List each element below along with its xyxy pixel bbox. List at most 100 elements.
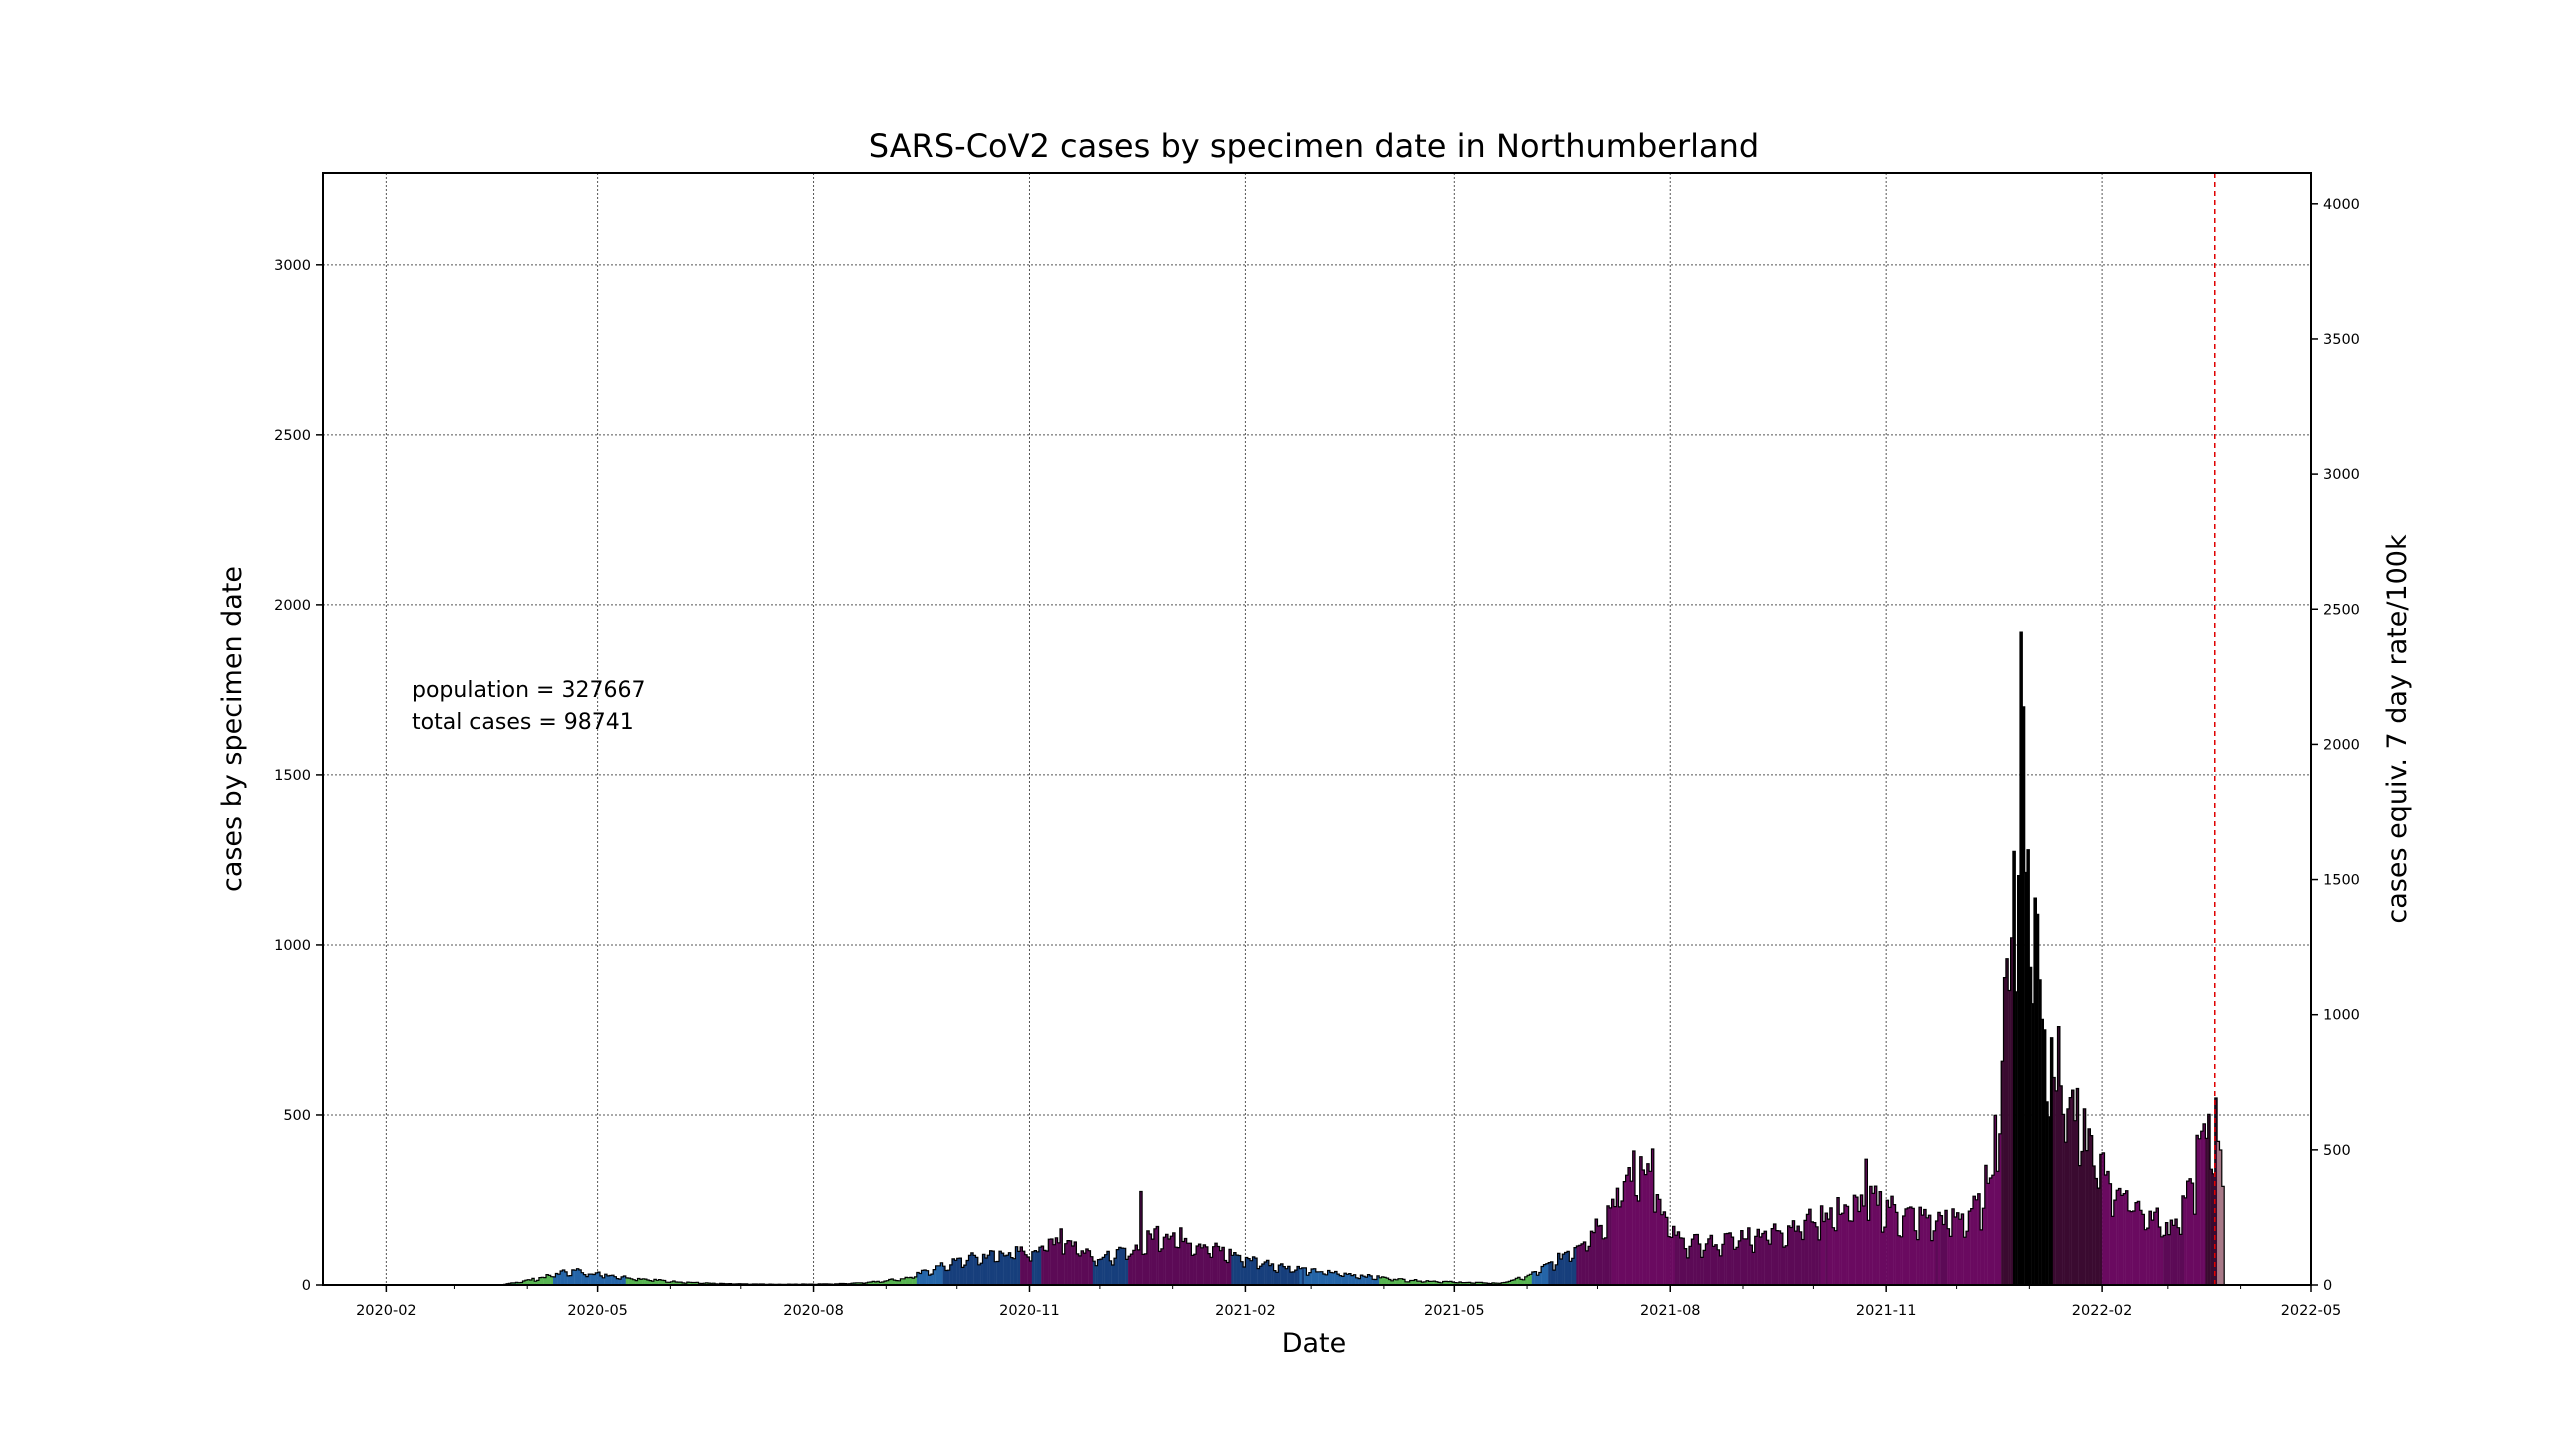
- bar: [1548, 1262, 1551, 1285]
- bar: [543, 1277, 547, 1285]
- bar: [1618, 1206, 1622, 1285]
- bar: [1820, 1205, 1824, 1285]
- bar: [2045, 1101, 2049, 1285]
- bar: [1177, 1247, 1180, 1285]
- bar: [1689, 1246, 1692, 1285]
- bar: [1383, 1277, 1387, 1285]
- bar: [520, 1282, 523, 1285]
- bar: [651, 1281, 655, 1285]
- bar: [2029, 967, 2032, 1285]
- bar: [1372, 1279, 1375, 1285]
- bar: [1954, 1217, 1957, 1285]
- bar: [1592, 1232, 1596, 1285]
- bar: [867, 1282, 871, 1285]
- bar: [1299, 1268, 1302, 1285]
- bar: [1205, 1246, 1209, 1285]
- bar: [2188, 1178, 2192, 1285]
- bar: [1015, 1246, 1018, 1285]
- bar: [644, 1279, 648, 1285]
- bars: [323, 631, 2227, 1286]
- bar: [2191, 1183, 2194, 1285]
- bar: [2012, 851, 2016, 1285]
- bar: [923, 1269, 927, 1285]
- bar: [1590, 1231, 1593, 1285]
- bar: [637, 1278, 641, 1285]
- bar: [2151, 1220, 2154, 1285]
- bar: [1942, 1224, 1946, 1285]
- bar: [1625, 1175, 1629, 1285]
- bar: [1696, 1234, 1699, 1285]
- bar: [1069, 1240, 1072, 1285]
- bar: [1904, 1208, 1908, 1285]
- bar: [1630, 1181, 1633, 1285]
- bar: [1698, 1244, 1701, 1285]
- y-axis-left: 0 500 1000 1500 2000 2500 3000: [274, 258, 323, 1294]
- bar: [693, 1282, 697, 1285]
- bar: [1381, 1276, 1385, 1285]
- y2-tick-label: 4000: [2323, 197, 2360, 213]
- bar: [2160, 1236, 2164, 1285]
- bar: [1775, 1230, 1779, 1285]
- bar: [1353, 1274, 1356, 1285]
- bar: [1132, 1250, 1136, 1285]
- bar: [1907, 1207, 1910, 1285]
- bar: [1552, 1270, 1556, 1285]
- bar: [1078, 1255, 1082, 1285]
- bar: [956, 1258, 960, 1285]
- bar: [1111, 1264, 1115, 1285]
- bar: [1325, 1274, 1328, 1285]
- bar: [1728, 1232, 1732, 1285]
- bar: [2139, 1210, 2143, 1285]
- bar: [2008, 990, 2011, 1285]
- bar: [1768, 1244, 1772, 1285]
- bar: [1766, 1240, 1770, 1285]
- bar: [1994, 1115, 1997, 1285]
- bar: [2132, 1210, 2136, 1285]
- bar: [1308, 1272, 1312, 1285]
- bar: [1879, 1191, 1882, 1285]
- bar: [994, 1261, 997, 1285]
- bar: [1667, 1236, 1671, 1285]
- bar: [1921, 1215, 1924, 1285]
- bar: [2214, 1097, 2218, 1285]
- bar: [1503, 1282, 1507, 1285]
- bar: [1635, 1195, 1638, 1285]
- bar: [1257, 1268, 1260, 1285]
- x-axis-title: Date: [1282, 1328, 1347, 1359]
- bar: [1435, 1281, 1439, 1285]
- bar: [1052, 1244, 1056, 1285]
- bar: [1142, 1254, 1145, 1285]
- bar: [1707, 1238, 1711, 1285]
- bar: [1290, 1272, 1293, 1285]
- bar: [1944, 1210, 1948, 1285]
- bar: [1534, 1271, 1537, 1285]
- y2-tick-label: 3500: [2323, 332, 2360, 348]
- bar: [1151, 1239, 1155, 1285]
- bar: [1318, 1271, 1321, 1285]
- bar: [1388, 1279, 1392, 1285]
- bar: [1463, 1282, 1467, 1285]
- bar: [1811, 1221, 1814, 1285]
- bar: [1681, 1238, 1685, 1285]
- x-tick-label: 2020-05: [567, 1303, 628, 1319]
- bar: [1064, 1243, 1068, 1285]
- bar: [1264, 1261, 1267, 1285]
- bar: [1588, 1246, 1591, 1285]
- bar: [1254, 1258, 1258, 1285]
- bar: [1393, 1279, 1396, 1285]
- bar: [1923, 1209, 1927, 1285]
- bar: [567, 1275, 570, 1285]
- bar: [1405, 1281, 1408, 1285]
- bar: [686, 1282, 690, 1285]
- series-outline: [323, 631, 2227, 1286]
- bar: [1529, 1274, 1532, 1285]
- bar: [1550, 1261, 1554, 1285]
- bar: [1609, 1207, 1612, 1285]
- bar: [1092, 1261, 1096, 1285]
- y-tick-label: 1500: [274, 768, 311, 784]
- bar: [1700, 1257, 1704, 1285]
- bar: [1280, 1263, 1284, 1285]
- bar: [2038, 979, 2042, 1285]
- bar: [1376, 1275, 1380, 1285]
